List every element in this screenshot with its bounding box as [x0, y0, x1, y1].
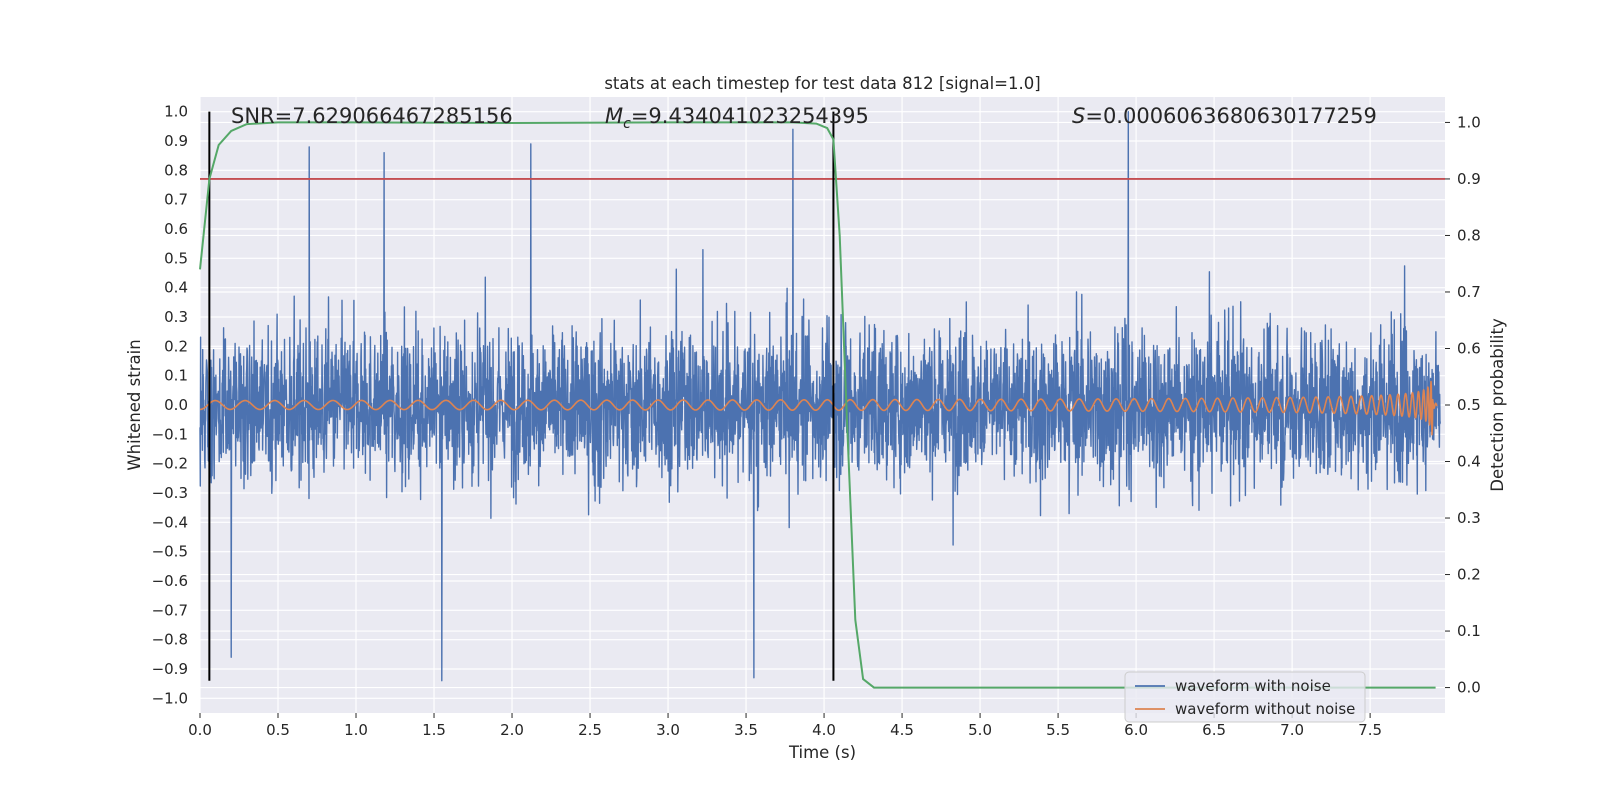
s-value: =0.0006063680630177259	[1085, 104, 1377, 128]
x-tick-label: 7.0	[1280, 721, 1304, 739]
x-tick-label: 6.0	[1124, 721, 1148, 739]
reference-lines	[200, 111, 1445, 681]
snr-annotation: SNR=7.629066467285156	[231, 104, 513, 128]
s-symbol: S	[1072, 104, 1085, 128]
chirp-mass-annotation: Mc=9.434041023254395	[605, 104, 869, 132]
y-axis-right-label: Detection probability	[1488, 318, 1507, 492]
x-tick-label: 3.0	[656, 721, 680, 739]
y-right-tick-label: 0.0	[1457, 679, 1481, 697]
y-left-tick-label: −0.7	[152, 601, 188, 619]
y-left-tick-label: 0.4	[164, 279, 188, 297]
y-left-tick-label: −0.1	[152, 425, 188, 443]
y-left-tick-label: 0.2	[164, 337, 188, 355]
y-left-tick-label: 0.0	[164, 396, 188, 414]
x-tick-label: 1.5	[422, 721, 446, 739]
y-left-tick-label: 0.7	[164, 191, 188, 209]
chirp-mass-subscript: c	[623, 116, 631, 132]
s-statistic-annotation: S=0.0006063680630177259	[1072, 104, 1377, 128]
detection-probability-line	[199, 121, 1436, 689]
waveform-with-noise-series	[199, 110, 1441, 682]
x-tick-label: 0.5	[266, 721, 290, 739]
clean-waveform-line	[199, 380, 1438, 436]
y-right-tick-label: 0.1	[1457, 622, 1481, 640]
y-right-tick-label: 0.3	[1457, 509, 1481, 527]
x-tick-label: 3.5	[734, 721, 758, 739]
x-tick-label: 2.5	[578, 721, 602, 739]
x-tick-label: 2.0	[500, 721, 524, 739]
legend-label-noisy: waveform with noise	[1175, 677, 1331, 695]
legend-label-clean: waveform without noise	[1175, 700, 1355, 718]
y-left-tick-label: 0.3	[164, 308, 188, 326]
chirp-mass-symbol: M	[605, 104, 623, 128]
x-tick-label: 6.5	[1202, 721, 1226, 739]
y-left-tick-label: 0.6	[164, 220, 188, 238]
axis-ticks: 0.0 0.5 1.0 1.5 2.0 2.5 3.0 3.5 4.0 4.5 5.0 5.5 6.0 6…	[152, 103, 1481, 739]
y-left-tick-label: −0.3	[152, 484, 188, 502]
detection-probability-series	[199, 121, 1436, 689]
y-right-tick-label: 0.5	[1457, 396, 1481, 414]
x-tick-label: 5.0	[968, 721, 992, 739]
y-right-tick-label: 0.8	[1457, 226, 1481, 244]
y-left-tick-label: 0.9	[164, 132, 188, 150]
noisy-waveform-line	[199, 110, 1441, 682]
y-right-tick-label: 0.6	[1457, 339, 1481, 357]
y-left-tick-label: −0.8	[152, 631, 188, 649]
legend-box	[1124, 671, 1366, 723]
chirp-mass-value: =9.434041023254395	[631, 104, 869, 128]
x-axis-label: Time (s)	[788, 743, 856, 762]
y-left-tick-label: −0.2	[152, 455, 188, 473]
x-tick-label: 7.5	[1358, 721, 1382, 739]
y-left-tick-label: −0.4	[152, 513, 188, 531]
y-right-tick-label: 0.7	[1457, 283, 1481, 301]
legend: waveform with noise waveform without noi…	[1124, 671, 1366, 723]
y-right-tick-label: 0.9	[1457, 170, 1481, 188]
y-axis-left-label: Whitened strain	[125, 339, 144, 470]
y-left-tick-label: 0.8	[164, 161, 188, 179]
x-tick-label: 4.5	[890, 721, 914, 739]
y-left-tick-label: 1.0	[164, 103, 188, 121]
y-left-tick-label: −0.6	[152, 572, 188, 590]
y-left-tick-label: −1.0	[152, 689, 188, 707]
chart-title: stats at each timestep for test data 812…	[604, 74, 1040, 93]
x-tick-label: 5.5	[1046, 721, 1070, 739]
waveform-without-noise-series	[199, 380, 1438, 436]
x-tick-label: 0.0	[188, 721, 212, 739]
y-left-tick-label: 0.5	[164, 249, 188, 267]
y-left-tick-label: −0.5	[152, 543, 188, 561]
y-right-tick-label: 0.4	[1457, 453, 1481, 471]
y-left-tick-label: −0.9	[152, 660, 188, 678]
x-tick-label: 1.0	[344, 721, 368, 739]
y-right-tick-label: 0.2	[1457, 566, 1481, 584]
y-left-tick-label: 0.1	[164, 367, 188, 385]
x-tick-label: 4.0	[812, 721, 836, 739]
y-right-tick-label: 1.0	[1457, 113, 1481, 131]
